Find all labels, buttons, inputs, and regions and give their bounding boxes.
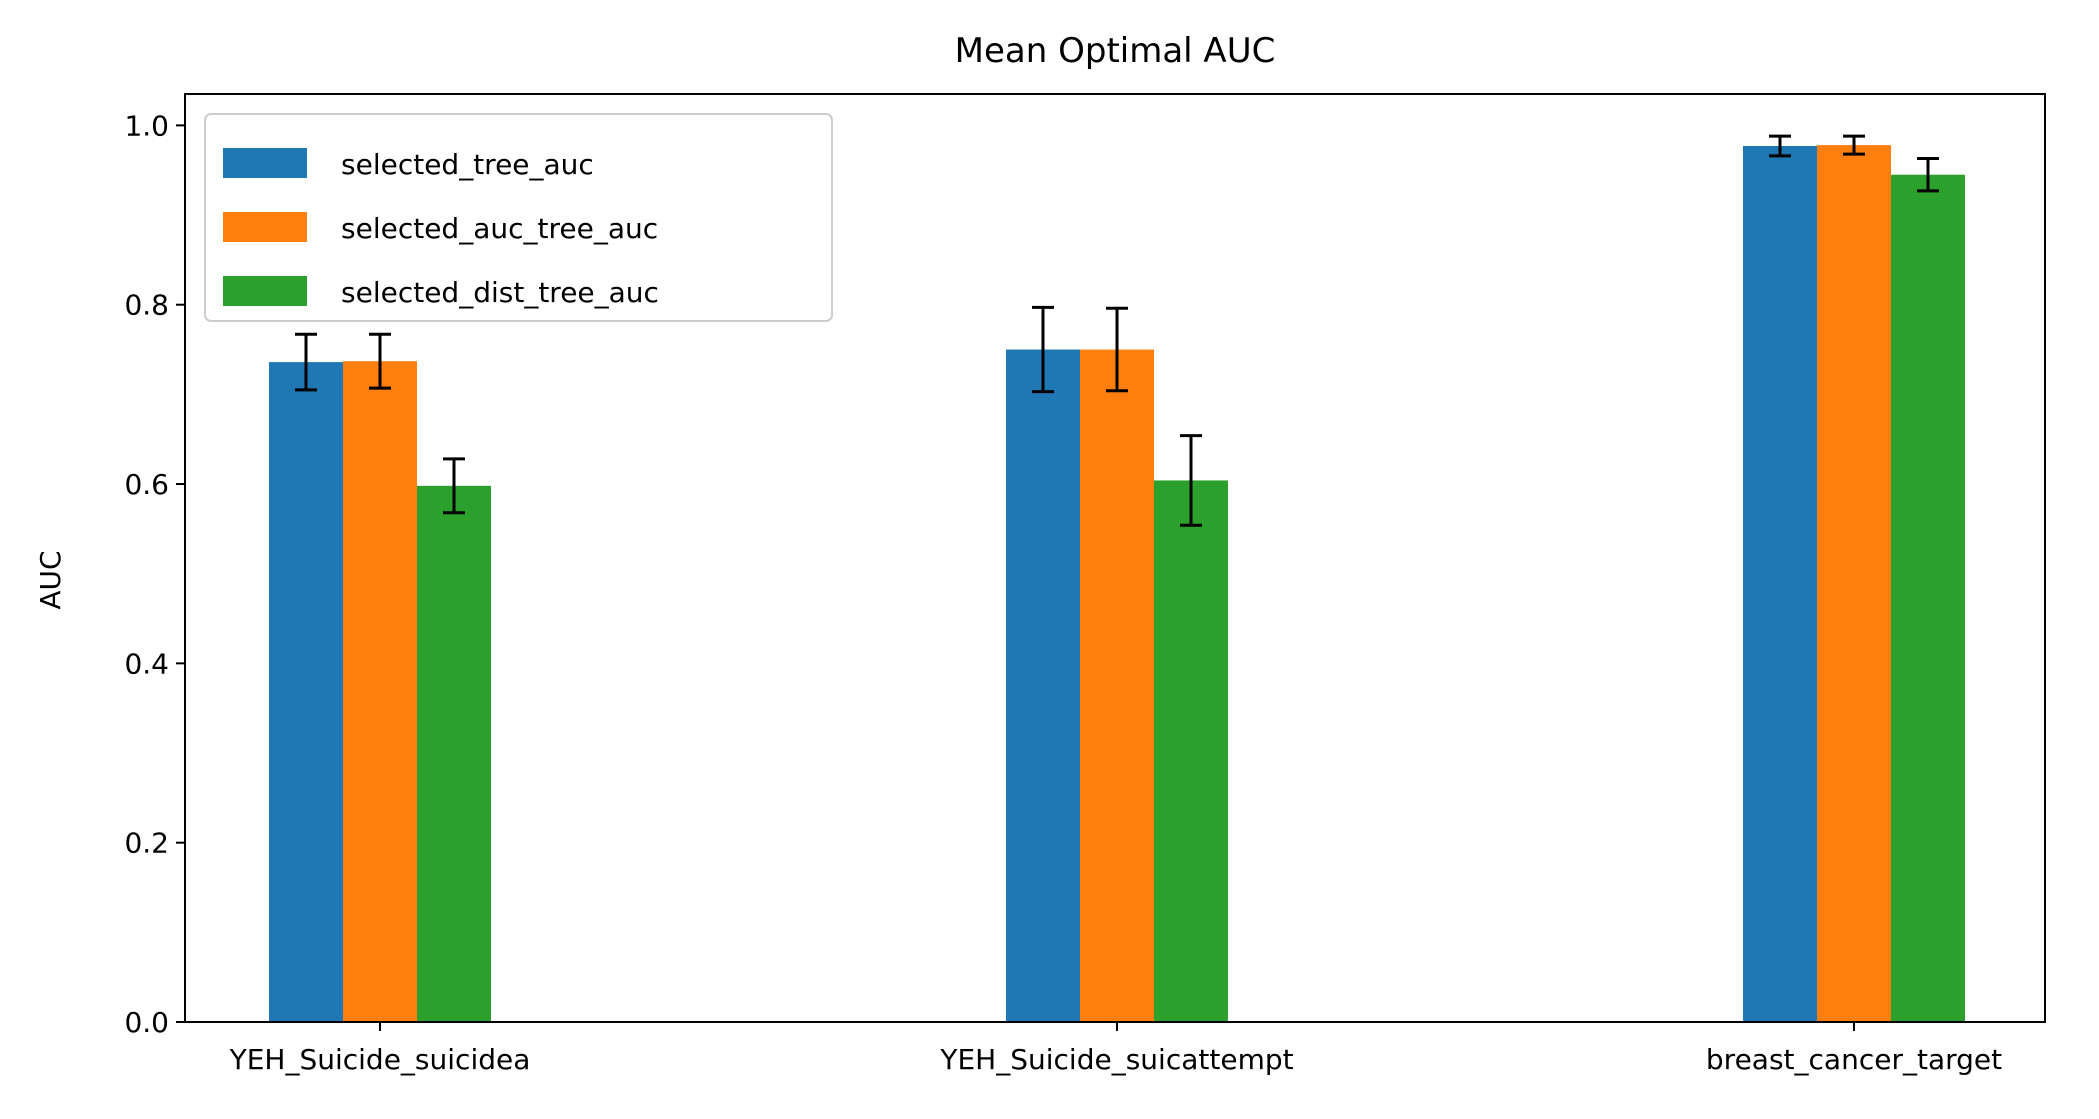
y-tick-label-3: 0.6	[124, 468, 169, 501]
y-tick-label-2: 0.4	[124, 647, 169, 680]
legend-box	[204, 113, 833, 322]
legend-swatch-2	[223, 276, 307, 306]
plot-frame	[184, 93, 2046, 1023]
legend-swatch-1	[223, 212, 307, 242]
errorbars-layer	[295, 134, 1939, 527]
legend: selected_tree_auc selected_auc_tree_aucse…	[204, 113, 833, 322]
chart-title: Mean Optimal AUC	[955, 31, 1276, 71]
y-tick-label-4: 0.8	[124, 289, 169, 322]
bar-2-1	[1154, 480, 1228, 1022]
y-axis: 0.0 0.2 0.4 0.6 0.8 1.0	[124, 109, 185, 1039]
bar-1-1	[1080, 349, 1154, 1022]
legend-label-2: selected_dist_tree_auc	[341, 276, 659, 309]
bar-0-2	[1743, 146, 1817, 1022]
legend-label-0: selected_tree_auc	[341, 148, 594, 181]
y-tick-label-0: 0.0	[124, 1006, 169, 1039]
bar-2-0	[417, 485, 491, 1022]
bar-1-0	[343, 361, 417, 1022]
bar-0-1	[1006, 349, 1080, 1022]
y-tick-label-1: 0.2	[124, 827, 169, 860]
bars-layer	[269, 145, 1965, 1023]
x-tick-label-2: breast_cancer_target	[1706, 1043, 2002, 1076]
legend-label-1: selected_auc_tree_auc	[341, 212, 658, 245]
y-tick-label-5: 1.0	[124, 109, 169, 142]
bar-0-0	[269, 362, 343, 1023]
x-axis: YEH_Suicide_suicidea YEH_Suicide_suicatte…	[229, 1022, 2002, 1076]
legend-swatch-0	[223, 148, 307, 178]
bar-2-2	[1891, 174, 1965, 1022]
bar-1-2	[1817, 145, 1891, 1023]
x-tick-label-0: YEH_Suicide_suicidea	[229, 1043, 531, 1076]
y-axis-label: AUC	[34, 550, 67, 609]
x-tick-label-1: YEH_Suicide_suicattempt	[939, 1043, 1293, 1076]
